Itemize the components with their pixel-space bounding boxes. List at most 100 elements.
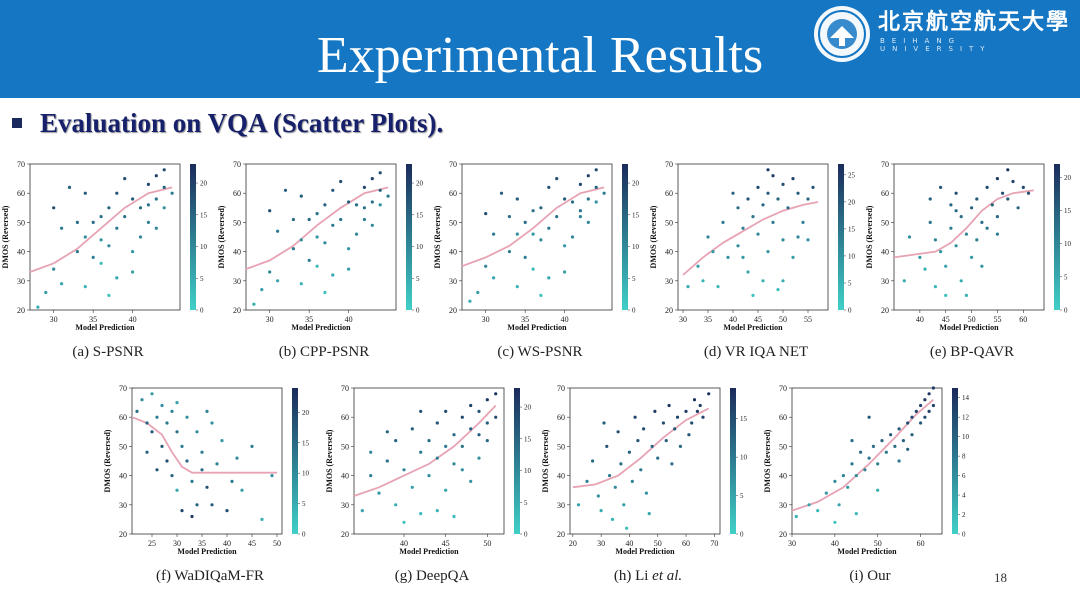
scatter-point — [791, 255, 795, 259]
fit-curve — [29, 186, 173, 273]
scatter-point — [893, 444, 897, 448]
scatter-point — [190, 479, 194, 483]
colorbar-tick-label: 0 — [740, 531, 744, 539]
scatter-point — [452, 433, 456, 437]
scatter-point — [123, 177, 127, 181]
scatter-point — [591, 459, 595, 463]
scatter-point — [692, 398, 697, 402]
scatter-point — [985, 185, 989, 189]
scatter-point — [811, 185, 815, 189]
scatter-point — [370, 223, 374, 227]
scatter-point — [170, 191, 174, 195]
y-tick-label: 20 — [881, 306, 889, 315]
colorbar — [1054, 164, 1060, 310]
scatter-point — [761, 203, 765, 207]
scatter-point — [1026, 191, 1031, 195]
scatter-point — [370, 177, 374, 181]
scatter-point — [622, 503, 626, 507]
scatter-point — [131, 270, 135, 274]
scatter-point — [980, 264, 984, 268]
scatter-point — [160, 444, 164, 448]
caption-i-text: (i) Our — [849, 568, 891, 584]
colorbar-tick-label: 5 — [302, 500, 306, 508]
scatter-point — [419, 512, 423, 516]
scatter-point — [949, 203, 953, 207]
colorbar-tick-label: 5 — [524, 499, 528, 507]
scatter-point — [578, 209, 582, 213]
y-tick-label: 70 — [557, 384, 565, 393]
scatter-point — [630, 479, 634, 483]
y-tick-label: 20 — [119, 530, 127, 539]
scatter-point — [907, 235, 912, 239]
scatter-point — [578, 182, 582, 186]
scatter-point — [673, 427, 677, 431]
scatter-point — [990, 203, 994, 207]
y-axis-label: DMOS (Reversed) — [103, 429, 112, 492]
scatter-point — [378, 203, 382, 207]
scatter-point — [283, 188, 288, 192]
colorbar — [406, 164, 412, 310]
scatter-point — [362, 185, 366, 189]
scatter-point — [276, 279, 280, 283]
colorbar-tick-label: 10 — [962, 433, 970, 441]
scatter-point — [716, 285, 720, 289]
scatter-point — [99, 261, 103, 265]
x-tick-label: 60 — [917, 539, 925, 548]
scatter-point — [260, 288, 264, 292]
scatter-point — [485, 439, 489, 443]
scatter-point — [362, 206, 366, 210]
scatter-point — [323, 241, 327, 245]
y-tick-label: 40 — [233, 248, 241, 257]
scatter-point — [944, 264, 948, 268]
scatter-point — [60, 226, 64, 230]
y-tick-label: 30 — [119, 501, 127, 510]
scatter-point — [385, 430, 389, 434]
scatter-point — [154, 174, 158, 178]
colorbar-tick-label: 20 — [416, 180, 424, 188]
scatter-point — [99, 238, 103, 242]
scatter-point — [794, 514, 798, 519]
scatter-point — [378, 188, 382, 192]
scatter-point — [452, 514, 456, 519]
scatter-point — [547, 276, 551, 280]
y-axis-label: DMOS (Reversed) — [433, 205, 442, 268]
scatter-point — [684, 409, 688, 413]
scatter-point — [910, 433, 914, 437]
colorbar-tick-label: 15 — [524, 435, 532, 443]
caption-b: (b) CPP-PSNR — [224, 344, 424, 361]
scatter-point — [394, 503, 398, 507]
y-tick-label: 60 — [341, 413, 349, 422]
scatter-point — [707, 392, 711, 396]
scatter-point — [369, 450, 373, 454]
x-tick-label: 60 — [682, 539, 690, 548]
scatter-point — [494, 392, 498, 396]
scatter-point — [492, 276, 496, 280]
scatter-point — [531, 267, 535, 271]
scatter-point — [484, 212, 488, 216]
scatter-point — [980, 220, 984, 224]
scatter-point — [170, 474, 174, 478]
colorbar-tick-label: 10 — [740, 454, 748, 462]
scatter-point — [687, 433, 691, 437]
scatter-point — [919, 421, 923, 425]
scatter-point — [315, 264, 319, 268]
scatter-point — [833, 479, 837, 483]
scatter-point — [369, 474, 373, 478]
scatter-point — [555, 177, 559, 181]
scatter-point — [175, 488, 179, 492]
colorbar-tick-label: 5 — [848, 279, 852, 287]
scatter-point — [605, 444, 609, 448]
scatter-point — [444, 444, 448, 448]
y-tick-label: 50 — [233, 218, 241, 227]
scatter-point — [427, 439, 431, 443]
scatter-point — [923, 267, 927, 271]
y-tick-label: 30 — [665, 277, 673, 286]
colorbar — [838, 164, 844, 310]
colorbar-tick-label: 25 — [848, 171, 856, 179]
scatter-point — [608, 474, 612, 478]
scatter-point — [701, 279, 705, 283]
plot-frame — [569, 387, 721, 535]
caption-a-text: (a) S-PSNR — [72, 344, 144, 360]
scatter-point — [633, 415, 637, 419]
scatter-point — [83, 191, 87, 195]
